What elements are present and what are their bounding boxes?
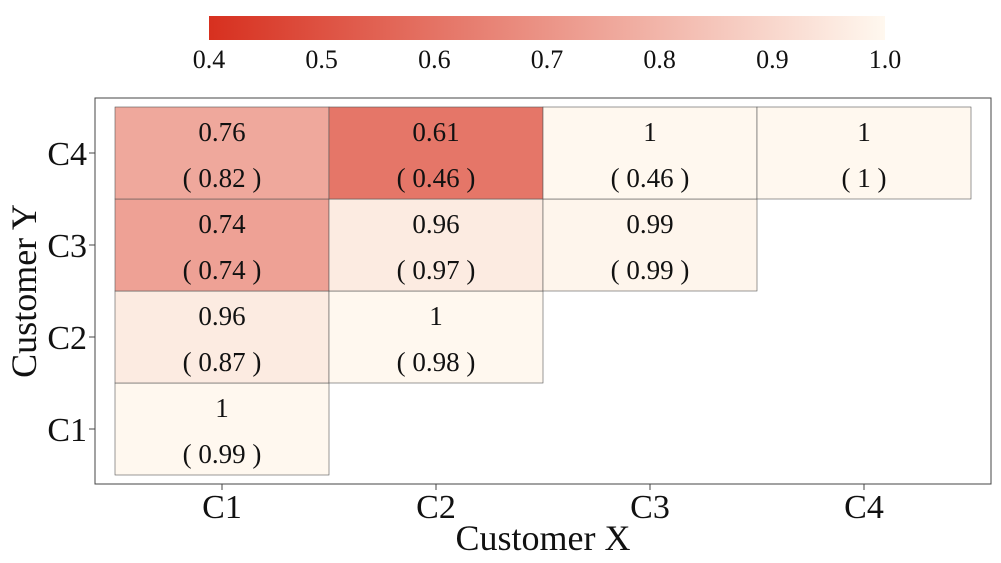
y-tick-label: C4 bbox=[47, 136, 87, 173]
heatmap-cell: 0.96 ( 0.97 ) bbox=[328, 198, 544, 292]
colorbar-tick-label: 0.6 bbox=[418, 45, 451, 74]
colorbar-tick-label: 1.0 bbox=[869, 45, 902, 74]
cell-sub-label: ( 0.97 ) bbox=[397, 255, 476, 285]
cell-value-label: 0.96 bbox=[198, 301, 245, 331]
cell-value-label: 1 bbox=[215, 393, 229, 423]
x-tick-label: C4 bbox=[844, 489, 884, 526]
x-tick-label: C2 bbox=[416, 489, 456, 526]
x-axis-ticks: C1 C2 C3 C4 bbox=[202, 484, 884, 526]
cell-value-label: 1 bbox=[429, 301, 443, 331]
x-tick-label: C1 bbox=[202, 489, 242, 526]
x-axis-title: Customer X bbox=[456, 518, 631, 558]
cell-value-label: 0.76 bbox=[198, 117, 245, 147]
heatmap-cells: 1 ( 0.99 ) 0.96 ( 0.87 ) 1 ( 0.98 ) 0.74 ( 0.74… bbox=[114, 106, 972, 476]
heatmap-cell: 1 ( 1 ) bbox=[756, 106, 972, 200]
cell-value-label: 0.99 bbox=[626, 209, 673, 239]
y-axis-ticks: C1 C2 C3 C4 bbox=[47, 136, 95, 449]
cell-value-label: 0.96 bbox=[412, 209, 459, 239]
heatmap-cell-rect bbox=[328, 290, 544, 384]
cell-sub-label: ( 0.74 ) bbox=[183, 255, 262, 285]
heatmap-cell-rect bbox=[328, 198, 544, 292]
heatmap-cell-rect bbox=[328, 106, 544, 200]
heatmap-cell-rect bbox=[114, 198, 330, 292]
cell-sub-label: ( 0.46 ) bbox=[611, 163, 690, 193]
colorbar-tick-label: 0.7 bbox=[531, 45, 564, 74]
heatmap-cell: 1 ( 0.46 ) bbox=[542, 106, 758, 200]
heatmap-cell: 1 ( 0.99 ) bbox=[114, 382, 330, 476]
y-axis-title: Customer Y bbox=[4, 204, 44, 378]
heatmap-cell: 0.74 ( 0.74 ) bbox=[114, 198, 330, 292]
colorbar-ticks: 0.4 0.5 0.6 0.7 0.8 0.9 1.0 bbox=[193, 40, 902, 74]
cell-sub-label: ( 0.98 ) bbox=[397, 347, 476, 377]
cell-value-label: 1 bbox=[857, 117, 871, 147]
heatmap-cell: 0.61 ( 0.46 ) bbox=[328, 106, 544, 200]
heatmap-cell: 0.99 ( 0.99 ) bbox=[542, 198, 758, 292]
y-tick-label: C2 bbox=[47, 320, 87, 357]
y-tick-label: C3 bbox=[47, 228, 87, 265]
cell-sub-label: ( 0.46 ) bbox=[397, 163, 476, 193]
x-tick-label: C3 bbox=[630, 489, 670, 526]
colorbar-gradient bbox=[209, 16, 885, 40]
heatmap-cell-rect bbox=[542, 198, 758, 292]
cell-value-label: 0.74 bbox=[198, 209, 246, 239]
cell-sub-label: ( 0.99 ) bbox=[611, 255, 690, 285]
heatmap-cell: 0.76 ( 0.82 ) bbox=[114, 106, 330, 200]
cell-value-label: 0.61 bbox=[412, 117, 459, 147]
cell-sub-label: ( 0.87 ) bbox=[183, 347, 262, 377]
colorbar-tick-label: 0.4 bbox=[193, 45, 226, 74]
colorbar-tick-label: 0.5 bbox=[305, 45, 338, 74]
colorbar-tick-label: 0.8 bbox=[643, 45, 676, 74]
heatmap-cell: 1 ( 0.98 ) bbox=[328, 290, 544, 384]
y-tick-label: C1 bbox=[47, 412, 87, 449]
cell-sub-label: ( 1 ) bbox=[842, 163, 887, 193]
cell-value-label: 1 bbox=[643, 117, 657, 147]
heatmap-cell: 0.96 ( 0.87 ) bbox=[114, 290, 330, 384]
heatmap-cell-rect bbox=[756, 106, 972, 200]
heatmap-cell-rect bbox=[114, 106, 330, 200]
heatmap-cell-rect bbox=[114, 382, 330, 476]
heatmap-cell-rect bbox=[114, 290, 330, 384]
colorbar-tick-label: 0.9 bbox=[756, 45, 789, 74]
colorbar: 0.4 0.5 0.6 0.7 0.8 0.9 1.0 bbox=[193, 16, 902, 74]
cell-sub-label: ( 0.82 ) bbox=[183, 163, 262, 193]
cell-sub-label: ( 0.99 ) bbox=[183, 439, 262, 469]
